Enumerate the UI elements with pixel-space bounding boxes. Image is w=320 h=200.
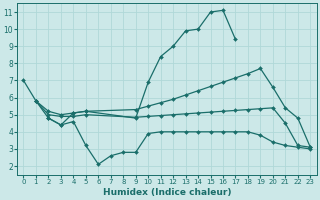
X-axis label: Humidex (Indice chaleur): Humidex (Indice chaleur) xyxy=(103,188,231,197)
